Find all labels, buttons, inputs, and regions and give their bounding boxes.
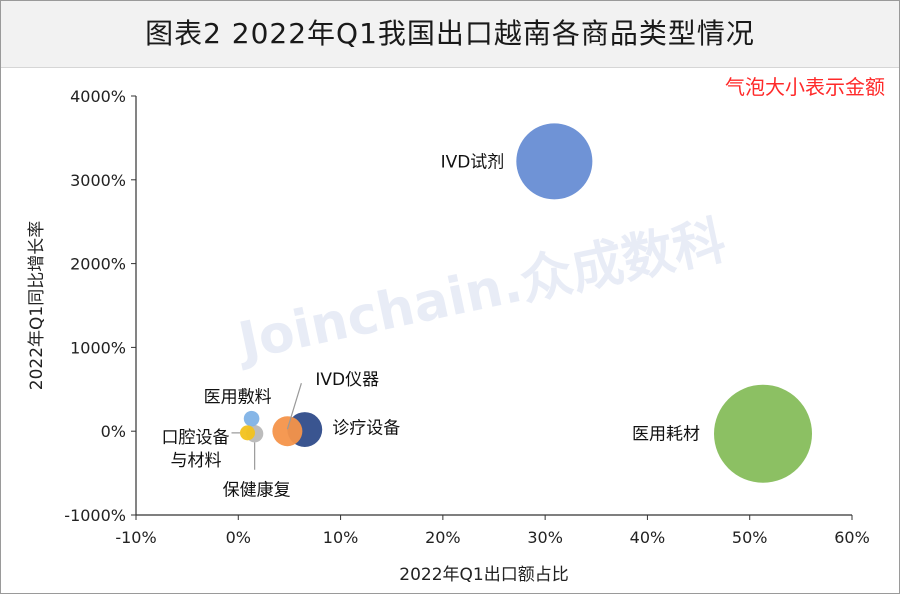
x-tick-label: 10% — [323, 528, 359, 547]
x-tick-label: 20% — [425, 528, 461, 547]
bubble-label: IVD试剂 — [441, 152, 505, 172]
title-bar — [1, 1, 899, 68]
bubble-label: IVD仪器 — [315, 370, 379, 390]
x-tick-label: 40% — [630, 528, 666, 547]
y-tick-label: 4000% — [70, 87, 126, 106]
y-tick-label: 3000% — [70, 171, 126, 190]
leader-line — [286, 383, 302, 430]
bubble — [714, 384, 813, 483]
y-axis-title: 2022年Q1同比增长率 — [27, 221, 47, 390]
bubble-label: 保健康复 — [223, 481, 291, 501]
x-tick-label: -10% — [115, 528, 156, 547]
axes: -10% 0% 10% 20% 30% 40% 50% 60% -1000% 0% 1000% 200… — [64, 87, 869, 547]
y-tick-label: 0% — [101, 422, 126, 441]
bubble-label: 与材料 — [170, 451, 221, 471]
bubble-size-note: 气泡大小表示金额 — [725, 75, 885, 99]
x-tick-label: 0% — [226, 528, 251, 547]
x-tick-label: 30% — [527, 528, 563, 547]
bubble — [239, 425, 255, 441]
y-tick-label: 1000% — [70, 338, 126, 357]
x-axis-title: 2022年Q1出口额占比 — [399, 565, 568, 585]
bubble-label: 诊疗设备 — [332, 419, 400, 439]
bubble-label: 医用耗材 — [632, 425, 700, 445]
bubble-label: 口腔设备 — [161, 428, 229, 448]
bubble — [516, 123, 593, 200]
x-tick-label: 50% — [732, 528, 768, 547]
x-tick-label: 60% — [834, 528, 870, 547]
y-tick-label: 2000% — [70, 255, 126, 274]
bubble — [243, 410, 260, 427]
chart-title: 图表2 2022年Q1我国出口越南各商品类型情况 — [145, 17, 755, 50]
bubble — [272, 416, 303, 447]
bubble-label: 医用敷料 — [204, 388, 272, 408]
bubbles — [239, 123, 813, 483]
y-tick-label: -1000% — [64, 506, 126, 525]
